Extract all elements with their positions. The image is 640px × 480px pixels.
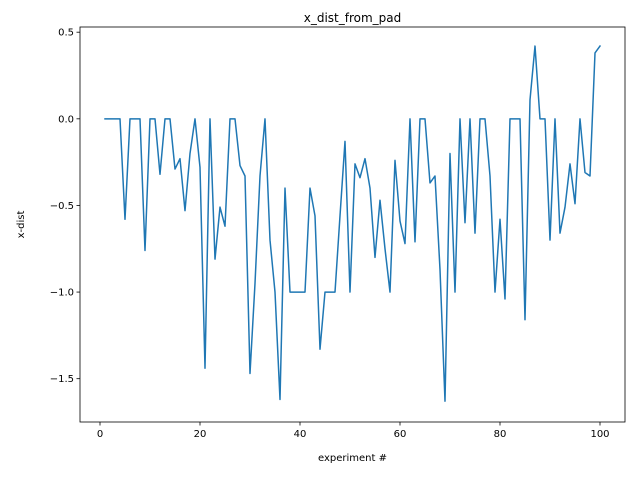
y-tick-label: 0.0 xyxy=(58,114,74,125)
x-tick-label: 80 xyxy=(494,429,507,440)
x-tick-label: 20 xyxy=(194,429,207,440)
x-tick-label: 40 xyxy=(294,429,307,440)
plot-frame xyxy=(79,26,626,423)
y-tick-label: −1.0 xyxy=(50,288,74,299)
y-tick-label: 0.5 xyxy=(58,28,74,39)
y-tick-label: −1.5 xyxy=(50,374,74,385)
y-tick-label: −0.5 xyxy=(50,201,74,212)
series-line-0 xyxy=(104,45,602,402)
y-axis-label: x-dist xyxy=(16,211,27,239)
chart-title: x_dist_from_pad xyxy=(304,11,402,25)
plot-layer xyxy=(104,45,602,402)
x-axis-label: experiment # xyxy=(318,453,387,464)
x-tick-label: 100 xyxy=(590,429,609,440)
ticks-layer: 0 20 40 60 80 100 0.5 0.0 −0.5 −1.0 −1.5 xyxy=(50,28,610,440)
x-tick-label: 0 xyxy=(97,429,103,440)
x-tick-label: 60 xyxy=(394,429,407,440)
